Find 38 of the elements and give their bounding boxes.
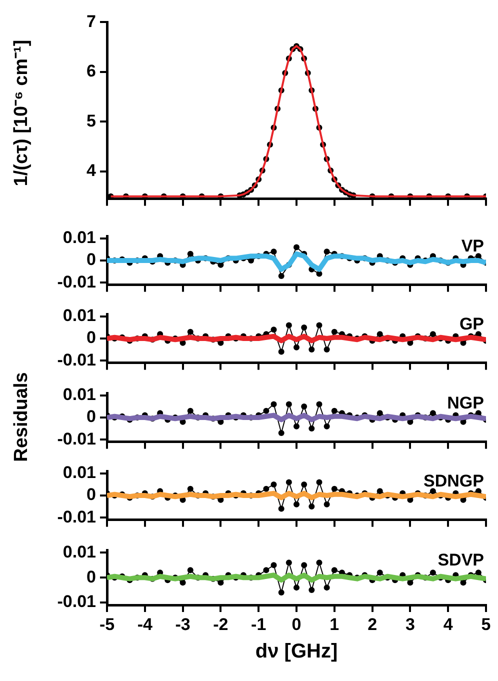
x-axis-title: dν [GHz]	[255, 640, 338, 663]
y-tick-label: 5	[86, 111, 96, 130]
y-tick-label: -0.01	[57, 507, 96, 526]
y-axis-title: 1/(cτ) [10⁻⁶ cm⁻¹]	[11, 39, 33, 186]
x-tick-label: 3	[405, 614, 415, 634]
y-tick-label: -0.01	[57, 592, 96, 612]
y-tick-label: 0.01	[62, 463, 96, 482]
x-tick-label: 4	[443, 614, 454, 634]
x-tick-label: 0	[292, 614, 302, 634]
y-tick-label: 0.01	[62, 385, 96, 404]
x-tick-label: -5	[99, 614, 115, 634]
y-tick-label: 0	[86, 567, 96, 586]
y-tick-label: 0	[86, 250, 96, 270]
y-tick-label: 0	[86, 485, 96, 504]
y-tick-label: 7	[86, 12, 96, 31]
x-tick-label: 2	[368, 614, 378, 634]
y-tick-label: 6	[86, 62, 96, 81]
y-tick-label: -0.01	[57, 429, 96, 448]
y-tick-label: -0.01	[57, 350, 96, 370]
series-label: SDNGP	[424, 471, 484, 490]
x-tick-label: 1	[330, 614, 340, 634]
y-tick-label: 0	[86, 407, 96, 426]
x-tick-label: -2	[213, 614, 228, 634]
y-tick-label: 0.01	[62, 228, 96, 248]
x-tick-label: -4	[137, 614, 153, 634]
y-tick-label: 0.01	[62, 306, 96, 326]
x-tick-label: -3	[175, 614, 190, 634]
y-tick-label: 4	[86, 161, 97, 180]
series-label: SDVP	[438, 550, 484, 570]
y-tick-label: 0.01	[62, 542, 96, 562]
x-tick-label: 5	[481, 614, 491, 634]
x-tick-label: -1	[251, 614, 266, 634]
series-label: VP	[461, 236, 484, 256]
series-label: NGP	[447, 393, 484, 412]
series-label: GP	[459, 314, 484, 334]
y-tick-label: -0.01	[57, 272, 96, 292]
y-tick-label: 0	[86, 328, 96, 348]
y-axis-title: Residuals	[11, 372, 33, 462]
